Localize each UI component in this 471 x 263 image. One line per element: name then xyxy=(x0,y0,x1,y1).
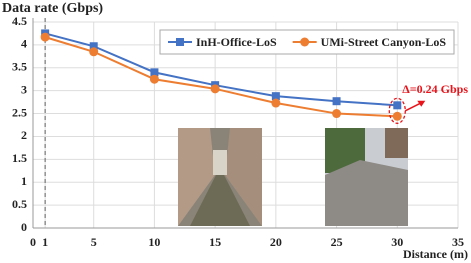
y-tick-label: 2.5 xyxy=(12,105,27,119)
legend-label: UMi-Street Canyon-LoS xyxy=(321,35,447,49)
x-axis-title: Distance (m) xyxy=(403,247,468,261)
marker xyxy=(271,98,281,108)
marker xyxy=(40,32,50,42)
x-tick-label: 20 xyxy=(270,235,282,249)
marker xyxy=(392,111,402,121)
y-tick-label: 4.5 xyxy=(12,14,27,28)
annotation-arrowhead xyxy=(417,100,426,107)
y-tick-label: 0.5 xyxy=(12,197,27,211)
marker xyxy=(393,101,402,110)
y-tick-label: 0 xyxy=(21,220,27,234)
marker xyxy=(89,42,98,51)
marker xyxy=(210,84,220,94)
legend-label: InH-Office-LoS xyxy=(196,35,277,49)
y-tick-label: 3 xyxy=(21,82,27,96)
y-tick-label: 1.5 xyxy=(12,151,27,165)
x-tick-label: 30 xyxy=(391,235,403,249)
marker xyxy=(150,68,159,77)
plot: Δ=0.24 Gbps xyxy=(40,29,468,124)
marker xyxy=(332,97,341,106)
x-tick-label: 35 xyxy=(452,235,464,249)
marker xyxy=(89,47,99,57)
annotation-arrow xyxy=(404,102,422,112)
x-tick-label: 1 xyxy=(42,235,48,249)
x-tick-label: 0 xyxy=(30,235,36,249)
photo-corridor xyxy=(178,128,262,226)
legend: InH-Office-LoS UMi-Street Canyon-LoS xyxy=(159,29,455,55)
x-tick-label: 25 xyxy=(331,235,343,249)
legend-marker xyxy=(176,38,184,46)
marker xyxy=(332,109,342,119)
y-tick-label: 2 xyxy=(21,128,27,142)
marker xyxy=(271,92,280,101)
marker xyxy=(149,74,159,84)
annotation-text: Δ=0.24 Gbps xyxy=(402,82,468,96)
x-tick-label: 10 xyxy=(148,235,160,249)
y-tick-label: 3.5 xyxy=(12,60,27,74)
x-tick-label: 15 xyxy=(209,235,221,249)
legend-marker xyxy=(300,37,310,47)
y-tick-label: 1 xyxy=(21,174,27,188)
photo-street xyxy=(325,128,408,226)
x-tick-label: 5 xyxy=(91,235,97,249)
y-axis-title: Data rate (Gbps) xyxy=(2,1,103,16)
y-tick-label: 4 xyxy=(21,37,27,51)
